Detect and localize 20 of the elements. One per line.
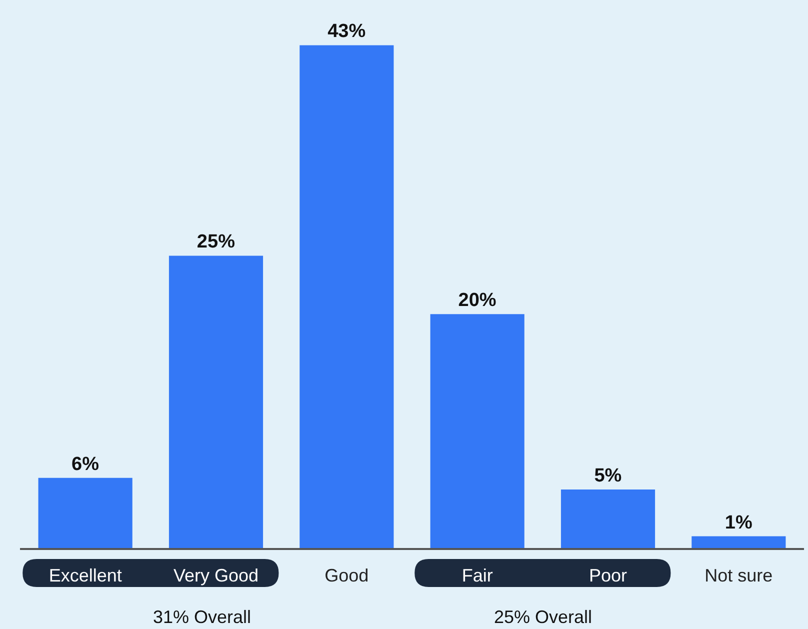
data-label: 6% (72, 454, 100, 475)
text: 25% Overall (494, 607, 592, 627)
data-label: 20% (458, 290, 496, 312)
bar (560, 490, 656, 548)
bar (430, 314, 524, 548)
bar (38, 478, 132, 548)
bar (300, 45, 394, 548)
data-label: 1% (724, 512, 752, 534)
data-label: 43% (328, 21, 366, 42)
x-tick-label: Not sure (704, 565, 773, 586)
x-tick-label: Fair (462, 565, 493, 586)
bar (692, 536, 786, 548)
bar (168, 256, 264, 548)
text: 31% Overall (153, 607, 252, 627)
x-tick-label: Very Good (173, 565, 259, 586)
data-label: 25% (196, 232, 236, 253)
x-tick-label: Good (324, 565, 369, 586)
x-tick-label: Poor (588, 565, 628, 586)
data-label: 5% (594, 466, 622, 487)
x-tick-label: Excellent (48, 565, 122, 586)
